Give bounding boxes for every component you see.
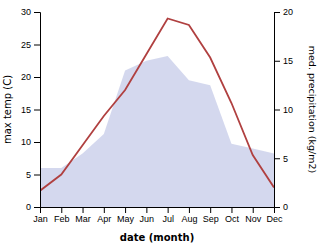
tick: Apr	[97, 207, 111, 224]
tick-mark	[125, 207, 126, 213]
tick-mark	[34, 175, 40, 176]
tick: Dec	[266, 207, 283, 224]
x-axis-title: date (month)	[120, 232, 194, 243]
tick: May	[117, 207, 135, 224]
tick-label: 25	[21, 40, 31, 50]
tick-label: 10	[21, 137, 31, 147]
tick-mark	[104, 207, 105, 213]
tick-label: 15	[283, 56, 293, 66]
tick-label: 5	[26, 170, 31, 180]
tick-label: 20	[283, 7, 293, 17]
tick: 0	[26, 202, 40, 212]
tick-label: 20	[21, 72, 31, 82]
tick-mark	[34, 45, 40, 46]
tick: 15	[274, 56, 293, 66]
tick-label: Aug	[181, 214, 197, 224]
y2-axis-title: med. precipitation (kg/m2)	[307, 46, 318, 173]
tick-label: 30	[21, 7, 31, 17]
tick-label: 0	[26, 202, 31, 212]
tick-label: Nov	[245, 214, 262, 224]
tick-mark	[34, 110, 40, 111]
axis-line	[41, 208, 275, 214]
tick-mark	[274, 110, 280, 111]
tick-label: Sep	[203, 214, 219, 224]
tick-mark	[274, 61, 280, 62]
tick-label: Feb	[54, 214, 70, 224]
tick-label: Jan	[33, 214, 48, 224]
tick-label: 0	[283, 202, 288, 212]
tick-mark	[34, 12, 40, 13]
tick-label: Dec	[266, 214, 283, 224]
precip-area	[40, 56, 274, 207]
tick-label: Oct	[225, 214, 240, 224]
tick-mark	[274, 12, 280, 13]
tick: Oct	[225, 207, 240, 224]
tick: 15	[21, 105, 40, 115]
tick-mark	[34, 77, 40, 78]
tick-mark	[274, 158, 280, 159]
axis-line	[34, 13, 41, 208]
tick-mark	[231, 207, 232, 213]
chart: JanFebMarAprMayJunJulAugSepOctNovDec0510…	[0, 0, 318, 247]
tick: 10	[274, 105, 293, 115]
tick: 10	[21, 137, 40, 147]
y-axis: 0 5 10 15 20 25 30	[21, 7, 41, 212]
tick: 0	[274, 202, 288, 212]
tick-label: 10	[283, 105, 293, 115]
temp-line	[40, 19, 274, 191]
axis-line	[275, 13, 281, 208]
tick-label: Mar	[75, 214, 91, 224]
tick: Jun	[140, 207, 155, 224]
tick-label: Jun	[140, 214, 155, 224]
tick-mark	[83, 207, 84, 213]
tick: Nov	[245, 207, 262, 224]
tick: Sep	[203, 207, 219, 224]
tick: Feb	[54, 207, 70, 224]
tick-mark	[34, 207, 40, 208]
y-axis-title: max temp (C)	[2, 75, 13, 144]
tick-mark	[189, 207, 190, 213]
tick-mark	[61, 207, 62, 213]
tick-label: Apr	[97, 214, 111, 224]
marks	[40, 19, 274, 208]
tick: 5	[26, 170, 40, 180]
tick-label: 5	[283, 154, 288, 164]
tick-label: 15	[21, 105, 31, 115]
tick: 30	[21, 7, 40, 17]
tick-mark	[168, 207, 169, 213]
x-axis: Jan Feb Mar Apr May Jun Jul Aug Sep Oct Nov Dec	[33, 207, 283, 224]
tick-mark	[146, 207, 147, 213]
y2-axis: 0 5 10 15 20	[274, 7, 293, 212]
tick-mark	[274, 207, 280, 208]
tick-label: Jul	[162, 214, 174, 224]
tick: Aug	[181, 207, 197, 224]
tick-mark	[34, 142, 40, 143]
tick-label: May	[117, 214, 135, 224]
tick-mark	[253, 207, 254, 213]
tick: 20	[21, 72, 40, 82]
tick: 25	[21, 40, 40, 50]
tick: 20	[274, 7, 293, 17]
tick-mark	[210, 207, 211, 213]
tick: 5	[274, 154, 288, 164]
tick: Jul	[162, 207, 174, 224]
plot: JanFebMarAprMayJunJulAugSepOctNovDec0510…	[21, 7, 293, 224]
tick: Jan	[33, 207, 48, 224]
tick: Mar	[75, 207, 91, 224]
